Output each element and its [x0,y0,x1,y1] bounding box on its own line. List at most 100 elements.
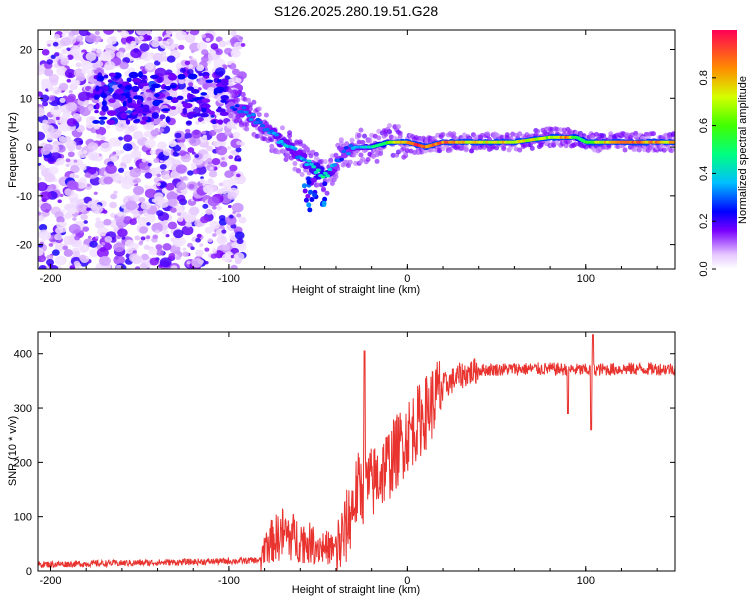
colorbar-ticks: 0.0 0.2 0.4 0.6 0.8 [698,70,716,277]
ridge-halo [263,112,269,118]
noise-speckle [133,48,140,53]
noise-speckle [61,65,65,69]
ridge-core [274,133,279,137]
x-ticks-top: -200 -100 0 100 [39,30,658,285]
noise-speckle [196,233,202,239]
noise-speckle [195,237,201,243]
ridge-halo [319,158,325,164]
noise-speckle [161,108,171,112]
noise-speckle [209,166,214,171]
noise-speckle [44,173,56,183]
noise-speckle [177,212,182,216]
noise-speckle [150,74,160,80]
noise-speckle [68,90,73,94]
noise-speckle [187,170,194,176]
noise-speckle [102,85,110,92]
noise-speckle [118,225,124,230]
noise-speckle [190,246,195,251]
noise-speckle [189,30,200,36]
noise-speckle [145,123,151,128]
ridge-core [278,139,284,144]
ridge-halo [349,137,355,143]
y-tick-label: 10 [20,93,32,105]
noise-speckle [177,216,184,222]
noise-speckle [38,181,48,192]
noise-speckle [230,49,241,58]
noise-speckle [129,218,137,226]
ridge-halo [376,135,382,141]
ridge-tail [305,193,311,199]
noise-speckle [185,30,192,33]
noise-speckle [140,51,153,62]
noise-speckle [155,248,164,256]
noise-speckle [82,226,90,232]
noise-speckle [138,71,143,78]
noise-speckle [45,258,55,266]
ridge-halo [440,146,446,152]
noise-speckle [226,121,236,129]
noise-speckle [184,60,191,66]
y-axis-label-top: Frequency (Hz) [7,112,19,188]
noise-speckle [115,264,123,269]
noise-speckle [57,199,62,204]
noise-speckle [113,255,126,266]
noise-speckle [56,157,65,166]
noise-speckle [38,106,45,116]
ridge-core [325,174,330,178]
noise-speckle [72,113,81,120]
noise-speckle [41,49,50,56]
noise-speckle [112,151,117,155]
noise-speckle [38,223,48,231]
noise-speckle [198,72,203,76]
noise-speckle [117,211,124,217]
noise-speckle [188,82,194,87]
noise-speckle [187,73,198,80]
noise-speckle [159,163,167,170]
noise-speckle [82,150,88,154]
noise-speckle [38,255,47,263]
noise-speckle [95,217,101,222]
colorbar-tick-label: 0.6 [698,118,710,133]
noise-speckle [67,180,79,191]
ridge-halo [244,126,250,132]
noise-speckle [215,36,223,43]
ridge-halo [411,149,417,155]
noise-speckle [43,68,54,77]
noise-speckle [93,94,100,100]
noise-speckle [210,229,215,233]
noise-speckle [76,203,87,213]
noise-speckle [132,179,138,184]
noise-speckle [124,85,133,90]
noise-speckle [153,93,160,98]
noise-speckle [52,249,60,256]
noise-speckle [201,130,207,135]
noise-speckle [165,233,170,238]
noise-speckle [220,161,228,168]
noise-speckle [156,76,163,84]
ridge-core [304,162,310,167]
noise-speckle [66,47,71,52]
noise-speckle [47,86,54,92]
ridge-halo [374,158,380,164]
noise-speckle [98,116,108,120]
noise-speckle [146,222,151,226]
noise-speckle [56,221,66,230]
ridge-core [308,162,314,166]
noise-speckle [68,223,81,234]
noise-speckle [121,236,126,240]
noise-speckle [191,258,203,268]
noise-speckle [231,202,244,213]
noise-speckle [105,124,111,129]
noise-speckle [154,67,167,78]
noise-speckle [224,170,234,179]
noise-speckle [195,249,204,257]
ridge-halo [320,186,326,192]
noise-speckle [124,239,135,248]
x-tick-label: -200 [39,273,61,285]
ridge-core [234,104,240,108]
noise-speckle [187,112,194,119]
noise-speckle [38,201,42,206]
noise-speckle [125,200,138,211]
noise-speckle [203,184,214,194]
